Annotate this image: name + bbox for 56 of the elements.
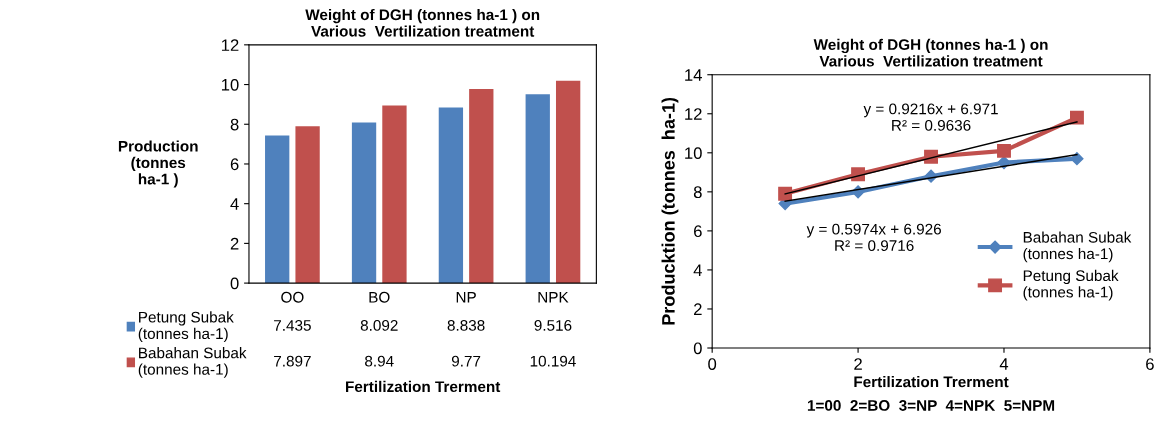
bar: [351, 122, 377, 284]
y-tick-label: 4: [230, 198, 239, 210]
y-axis-title: Production (tonnes ha-1 ): [118, 140, 198, 188]
y-tick-label: 2: [230, 237, 239, 250]
legend-label: Petung Subak (tonnes ha-1): [138, 311, 234, 343]
y-tick-label: 8: [230, 118, 239, 131]
y-tick-label: 0: [693, 342, 702, 355]
data-label: 8.838: [447, 319, 485, 331]
y-axis-title: Producktion (tonnes ha-1): [661, 97, 679, 325]
point: [997, 143, 1011, 158]
x-tick-label: NP: [456, 292, 476, 303]
legend-label: Babahan Subak (tonnes ha-1): [138, 347, 247, 378]
point: [778, 186, 793, 201]
x-axis-title: Fertilization Trerment: [854, 376, 1009, 388]
x-tick-label: BO: [369, 291, 390, 303]
data-label: 7.897: [274, 355, 311, 367]
bar: [438, 107, 464, 284]
x-tick-label: 2: [854, 358, 862, 370]
annotation: y = 0.9216x + 6.971 R² = 0.9636: [863, 103, 998, 131]
x-tick-label: 4: [999, 358, 1009, 370]
bar: [469, 89, 494, 284]
data-label: 8.092: [360, 319, 398, 331]
y-tick-label: 6: [694, 225, 702, 238]
point: [1070, 152, 1084, 166]
y-tick-label: 2: [694, 303, 702, 315]
x-axis-title: Fertilization Trerment: [346, 380, 501, 393]
chart-title: Weight of DGH (tonnes ha-1 ) on Various Vertilization treatment: [813, 38, 1048, 67]
x-tick-label: 6: [1146, 358, 1154, 370]
x-tick-label: OO: [281, 291, 304, 303]
y-tick-label: 10: [221, 78, 239, 91]
y-tick-label: 14: [685, 69, 702, 81]
bar: [525, 94, 550, 284]
data-label: 8.94: [365, 355, 394, 367]
text: 1=00 2=BO 3=NP 4=NPK 5=NPM: [807, 400, 1055, 411]
y-tick-label: 0: [230, 277, 239, 290]
bar: [382, 105, 407, 284]
y-tick-label: 4: [693, 264, 702, 276]
data-label: 9.516: [534, 319, 572, 331]
bar: [555, 80, 581, 284]
data-label: 9.77: [451, 355, 481, 367]
annotation: y = 0.5974x + 6.926 R² = 0.9716: [806, 223, 941, 252]
legend-label: Babahan Subak (tonnes ha-1): [1023, 231, 1132, 263]
x-tick-label: NPK: [538, 292, 569, 303]
y-tick-label: 10: [685, 147, 702, 160]
y-tick-label: 6: [230, 158, 239, 171]
y-tick-label: 12: [221, 39, 239, 51]
legend-label: Petung Subak (tonnes ha-1): [1023, 269, 1119, 301]
bar: [265, 135, 290, 284]
y-tick-label: 12: [685, 108, 702, 120]
x-tick-label: 0: [708, 358, 717, 370]
point: [1069, 110, 1084, 125]
data-label: 7.435: [274, 319, 311, 331]
bar: [295, 126, 320, 284]
y-tick-label: 8: [693, 186, 702, 199]
data-label: 10.194: [530, 355, 576, 367]
chart-title: Weight of DGH (tonnes ha-1 ) on Various Vertilization treatment: [305, 8, 540, 37]
